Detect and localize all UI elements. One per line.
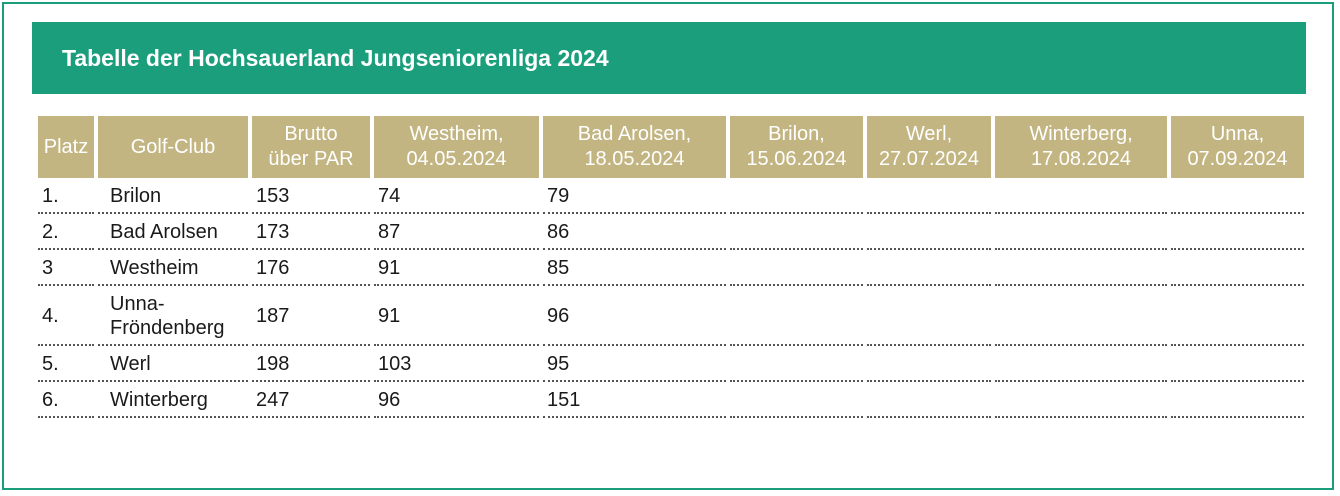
cell-brutto: 198	[252, 346, 370, 382]
cell-bad-arolsen: 151	[543, 382, 726, 418]
cell-westheim: 91	[374, 286, 539, 346]
cell-werl	[867, 250, 991, 286]
cell-club: Winterberg	[98, 382, 248, 418]
header-platz: Platz	[38, 116, 94, 178]
title-bar: Tabelle der Hochsauerland Jungseniorenli…	[32, 22, 1306, 94]
cell-brutto: 173	[252, 214, 370, 250]
cell-winterberg	[995, 382, 1167, 418]
cell-westheim: 87	[374, 214, 539, 250]
cell-platz: 3	[38, 250, 94, 286]
cell-unna	[1171, 286, 1304, 346]
cell-brutto: 153	[252, 178, 370, 214]
cell-platz: 4.	[38, 286, 94, 346]
cell-brilon	[730, 178, 863, 214]
cell-brilon	[730, 250, 863, 286]
cell-winterberg	[995, 214, 1167, 250]
table-row: 5. Werl 198 103 95	[38, 346, 1304, 382]
table-row: 1. Brilon 153 74 79	[38, 178, 1304, 214]
cell-winterberg	[995, 178, 1167, 214]
cell-brilon	[730, 382, 863, 418]
cell-platz: 2.	[38, 214, 94, 250]
header-brutto: Brutto über PAR	[252, 116, 370, 178]
cell-brutto: 176	[252, 250, 370, 286]
cell-westheim: 96	[374, 382, 539, 418]
page-title: Tabelle der Hochsauerland Jungseniorenli…	[62, 44, 609, 71]
cell-platz: 5.	[38, 346, 94, 382]
cell-bad-arolsen: 95	[543, 346, 726, 382]
header-winterberg: Winterberg, 17.08.2024	[995, 116, 1167, 178]
cell-club: Westheim	[98, 250, 248, 286]
header-golf-club: Golf-Club	[98, 116, 248, 178]
cell-winterberg	[995, 286, 1167, 346]
cell-unna	[1171, 214, 1304, 250]
league-table: Platz Golf-Club Brutto über PAR Westheim,…	[34, 116, 1308, 418]
cell-bad-arolsen: 79	[543, 178, 726, 214]
table-row: 4. Unna- Fröndenberg 187 91 96	[38, 286, 1304, 346]
table-row: 2. Bad Arolsen 173 87 86	[38, 214, 1304, 250]
cell-westheim: 91	[374, 250, 539, 286]
cell-unna	[1171, 178, 1304, 214]
cell-werl	[867, 382, 991, 418]
cell-werl	[867, 286, 991, 346]
cell-brilon	[730, 286, 863, 346]
cell-brutto: 247	[252, 382, 370, 418]
table-row: 6. Winterberg 247 96 151	[38, 382, 1304, 418]
cell-brilon	[730, 346, 863, 382]
cell-club: Brilon	[98, 178, 248, 214]
cell-werl	[867, 346, 991, 382]
cell-bad-arolsen: 96	[543, 286, 726, 346]
cell-westheim: 103	[374, 346, 539, 382]
cell-club: Unna- Fröndenberg	[98, 286, 248, 346]
cell-werl	[867, 214, 991, 250]
header-row: Platz Golf-Club Brutto über PAR Westheim,…	[38, 116, 1304, 178]
cell-unna	[1171, 250, 1304, 286]
cell-club: Werl	[98, 346, 248, 382]
cell-brutto: 187	[252, 286, 370, 346]
header-westheim: Westheim, 04.05.2024	[374, 116, 539, 178]
cell-werl	[867, 178, 991, 214]
table-row: 3 Westheim 176 91 85	[38, 250, 1304, 286]
header-werl: Werl, 27.07.2024	[867, 116, 991, 178]
cell-bad-arolsen: 86	[543, 214, 726, 250]
cell-bad-arolsen: 85	[543, 250, 726, 286]
header-unna: Unna, 07.09.2024	[1171, 116, 1304, 178]
cell-club: Bad Arolsen	[98, 214, 248, 250]
cell-brilon	[730, 214, 863, 250]
cell-winterberg	[995, 250, 1167, 286]
header-bad-arolsen: Bad Arolsen, 18.05.2024	[543, 116, 726, 178]
cell-westheim: 74	[374, 178, 539, 214]
cell-unna	[1171, 382, 1304, 418]
cell-winterberg	[995, 346, 1167, 382]
cell-unna	[1171, 346, 1304, 382]
cell-platz: 6.	[38, 382, 94, 418]
cell-platz: 1.	[38, 178, 94, 214]
header-brilon: Brilon, 15.06.2024	[730, 116, 863, 178]
